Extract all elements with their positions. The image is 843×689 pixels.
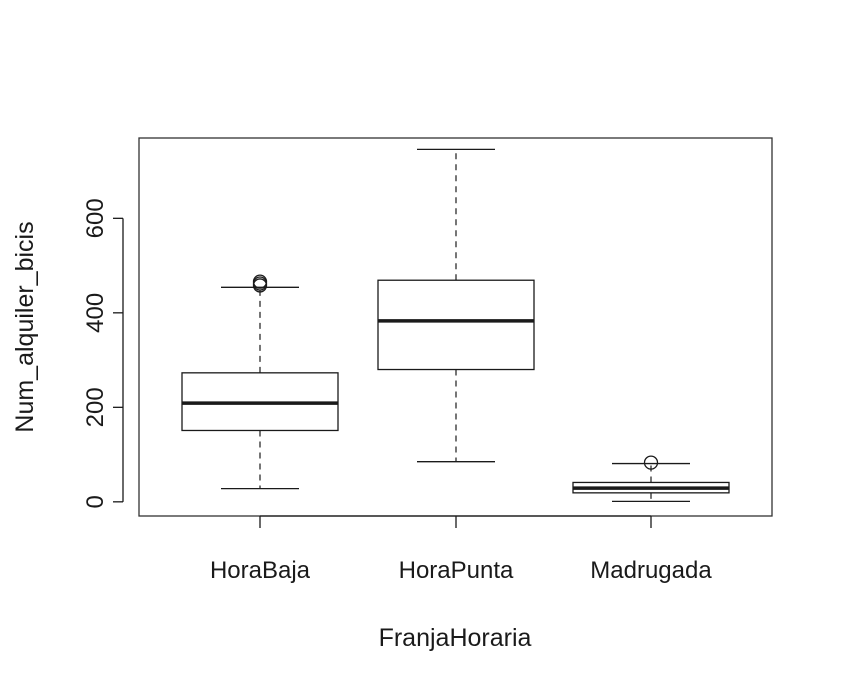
- boxes-layer: [181, 148, 730, 503]
- y-axis: 0 200 400 600: [82, 198, 124, 509]
- x-axis-title: FranjaHoraria: [379, 624, 532, 652]
- y-tick-label: 200: [82, 387, 109, 427]
- box-group: [572, 455, 730, 503]
- x-axis: HoraBaja HoraPunta Madrugada: [210, 515, 712, 584]
- outlier-point: [252, 274, 268, 289]
- y-tick-label: 0: [82, 495, 109, 508]
- x-tick-label: Madrugada: [590, 557, 712, 584]
- x-tick-label: HoraBaja: [210, 557, 311, 584]
- iqr-box: [377, 279, 535, 371]
- x-tick-label: HoraPunta: [399, 557, 514, 584]
- outlier-point: [643, 455, 659, 470]
- box-group: [181, 274, 339, 490]
- y-axis-title: Num_alquiler_bicis: [11, 221, 39, 432]
- box-group: [377, 148, 535, 463]
- y-tick-label: 600: [82, 198, 109, 238]
- y-tick-label: 400: [82, 293, 109, 333]
